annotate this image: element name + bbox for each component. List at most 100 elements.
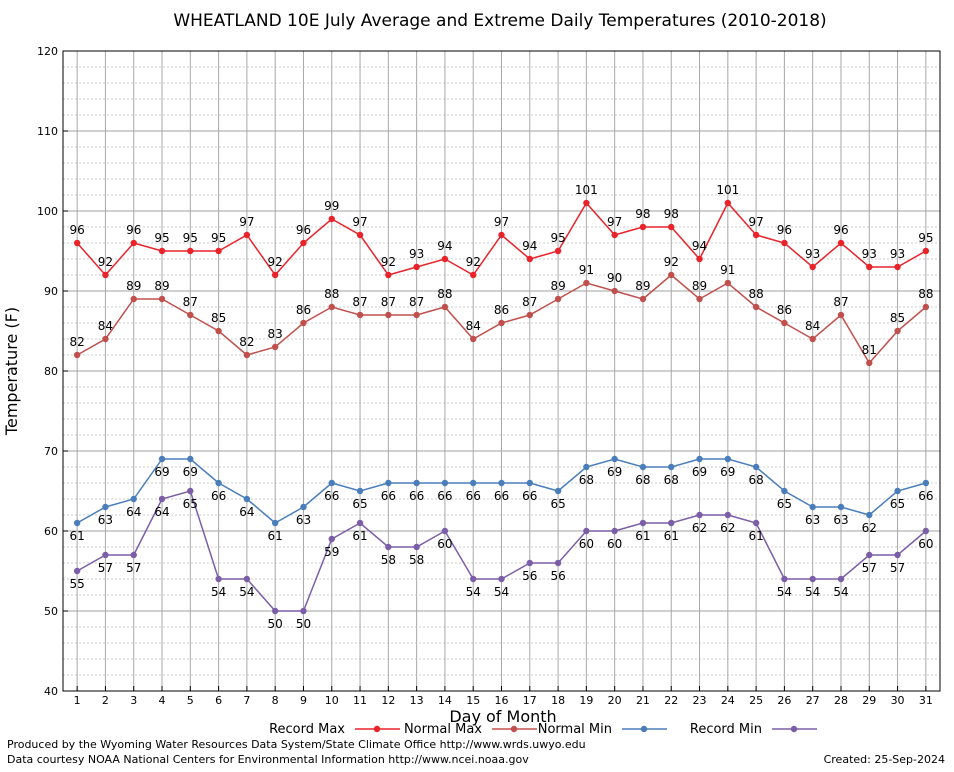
data-label: 57 xyxy=(862,561,877,575)
data-label: 55 xyxy=(70,577,85,591)
data-label: 93 xyxy=(409,247,424,261)
x-axis-title: Day of Month xyxy=(449,707,556,726)
data-label: 92 xyxy=(268,255,283,269)
data-label: 86 xyxy=(296,303,311,317)
data-label: 57 xyxy=(98,561,113,575)
data-point xyxy=(300,239,307,247)
data-point xyxy=(215,327,222,335)
data-point xyxy=(554,247,562,255)
data-point xyxy=(243,231,251,239)
data-label: 96 xyxy=(777,223,792,237)
data-point xyxy=(781,575,788,583)
data-point xyxy=(271,271,279,279)
data-point xyxy=(781,487,788,495)
data-point xyxy=(894,551,901,559)
data-point xyxy=(102,503,109,511)
data-label: 60 xyxy=(918,537,933,551)
x-tick-label: 16 xyxy=(495,694,509,707)
legend-swatch-marker xyxy=(373,725,381,733)
data-point xyxy=(498,479,505,487)
data-label: 60 xyxy=(437,537,452,551)
data-label: 93 xyxy=(805,247,820,261)
data-point xyxy=(328,535,335,543)
x-tick-label: 1 xyxy=(74,694,81,707)
data-label: 60 xyxy=(579,537,594,551)
data-label: 65 xyxy=(890,497,905,511)
data-label: 88 xyxy=(748,287,763,301)
data-point xyxy=(809,575,816,583)
data-label: 98 xyxy=(635,207,650,221)
data-point xyxy=(752,519,760,527)
data-label: 84 xyxy=(98,319,113,333)
data-label: 96 xyxy=(833,223,848,237)
data-point xyxy=(102,551,109,559)
legend-item-normal-min: Normal Min xyxy=(538,722,667,737)
data-label: 82 xyxy=(70,335,85,349)
y-tick-label: 120 xyxy=(37,45,58,58)
x-tick-label: 19 xyxy=(579,694,593,707)
x-tick-label: 15 xyxy=(466,694,480,707)
x-tick-label: 28 xyxy=(834,694,848,707)
data-point xyxy=(583,199,590,207)
data-label: 50 xyxy=(268,617,283,631)
data-point xyxy=(356,487,364,495)
data-point xyxy=(866,359,873,367)
data-label: 65 xyxy=(183,497,198,511)
x-tick-label: 22 xyxy=(664,694,678,707)
data-point xyxy=(668,223,675,231)
data-label: 63 xyxy=(296,513,311,527)
data-label: 59 xyxy=(324,545,339,559)
footer-created-date: Created: 25-Sep-2024 xyxy=(824,753,945,766)
data-point xyxy=(130,239,137,247)
data-label: 54 xyxy=(211,585,226,599)
data-point xyxy=(583,463,590,471)
data-point xyxy=(639,519,647,527)
data-label: 87 xyxy=(833,295,848,309)
data-label: 66 xyxy=(494,489,509,503)
data-point xyxy=(158,455,166,463)
data-label: 95 xyxy=(211,231,226,245)
legend-label: Record Max xyxy=(269,722,345,737)
data-label: 92 xyxy=(664,255,679,269)
x-tick-label: 9 xyxy=(300,694,307,707)
data-point xyxy=(809,503,816,511)
data-point xyxy=(526,255,533,263)
y-tick-label: 80 xyxy=(44,365,58,378)
data-label: 68 xyxy=(748,473,763,487)
data-point xyxy=(385,479,392,487)
x-tick-label: 17 xyxy=(523,694,537,707)
data-point xyxy=(441,527,449,535)
y-tick-label: 100 xyxy=(37,205,58,218)
x-tick-label: 23 xyxy=(693,694,707,707)
data-point xyxy=(724,455,732,463)
series-normal-max: 82 84 89 89 87 85 82 83 86 88 87 87 87 88 84 86 87 89 91 90… xyxy=(70,255,933,367)
data-label: 66 xyxy=(381,489,396,503)
data-point xyxy=(526,559,533,567)
data-label: 87 xyxy=(183,295,198,309)
legend-label: Record Min xyxy=(690,722,762,737)
data-label: 68 xyxy=(579,473,594,487)
x-tick-label: 3 xyxy=(130,694,137,707)
data-point xyxy=(922,247,930,255)
data-point xyxy=(413,479,420,487)
y-tick-label: 50 xyxy=(44,605,58,618)
data-label: 66 xyxy=(437,489,452,503)
data-label: 61 xyxy=(748,529,763,543)
data-point xyxy=(158,495,166,503)
data-label: 58 xyxy=(409,553,424,567)
legend-swatch-marker xyxy=(790,725,798,733)
data-label: 54 xyxy=(833,585,848,599)
data-point xyxy=(894,327,901,335)
data-label: 62 xyxy=(862,521,877,535)
data-label: 95 xyxy=(183,231,198,245)
x-tick-label: 25 xyxy=(749,694,763,707)
data-label: 57 xyxy=(890,561,905,575)
data-label: 61 xyxy=(664,529,679,543)
data-point xyxy=(837,503,845,511)
data-label: 87 xyxy=(352,295,367,309)
data-point xyxy=(922,303,930,311)
data-point xyxy=(470,335,477,343)
data-point xyxy=(668,271,675,279)
data-point xyxy=(413,543,420,551)
